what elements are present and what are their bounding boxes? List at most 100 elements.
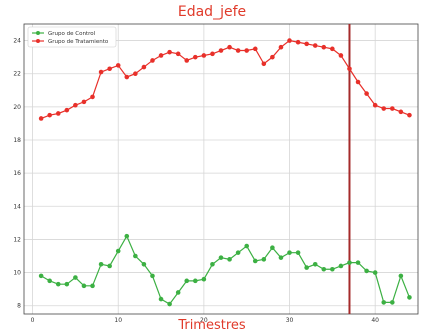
legend-label-1: Grupo de Control — [48, 31, 96, 37]
data-point-series-1 — [98, 261, 104, 267]
data-point-series-2 — [193, 54, 198, 60]
data-point-series-2 — [287, 38, 292, 43]
data-point-series-2 — [55, 111, 61, 116]
legend-label-2: Grupo de Tratamiento — [48, 39, 109, 45]
data-point-series-2 — [304, 41, 309, 47]
y-tick-label: 8 — [17, 303, 21, 310]
data-point-series-1 — [355, 260, 361, 265]
data-point-series-1 — [115, 248, 121, 254]
data-point-series-1 — [278, 255, 284, 260]
data-point-series-1 — [304, 265, 309, 270]
data-point-series-1 — [364, 268, 369, 274]
data-point-series-1 — [398, 273, 404, 279]
data-point-series-2 — [210, 51, 215, 57]
data-point-series-1 — [184, 278, 190, 284]
data-point-series-2 — [330, 46, 335, 52]
data-point-series-1 — [175, 290, 181, 295]
x-tick-label: 40 — [371, 317, 379, 324]
data-point-series-2 — [381, 106, 387, 111]
y-tick-label: 18 — [13, 137, 21, 144]
x-tick-label: 0 — [31, 317, 35, 324]
data-point-series-1 — [261, 257, 267, 262]
x-tick-label: 20 — [200, 317, 208, 324]
y-tick-label: 22 — [13, 71, 21, 78]
data-point-series-2 — [124, 74, 130, 80]
data-point-series-2 — [167, 49, 172, 55]
data-point-series-2 — [201, 53, 207, 58]
data-point-series-2 — [133, 71, 138, 77]
plot-frame — [23, 23, 419, 315]
y-tick-label: 14 — [13, 203, 21, 210]
data-point-series-2 — [98, 69, 104, 75]
data-point-series-2 — [38, 116, 44, 121]
data-point-series-1 — [347, 260, 352, 265]
data-point-series-2 — [64, 107, 70, 113]
data-point-series-1 — [193, 278, 198, 284]
legend-marker-2 — [36, 39, 40, 43]
data-point-series-2 — [115, 63, 121, 68]
data-point-series-1 — [252, 258, 258, 264]
y-tick-label: 16 — [13, 170, 21, 177]
data-point-series-2 — [270, 54, 275, 60]
data-point-series-2 — [321, 44, 327, 50]
data-point-series-2 — [312, 43, 318, 48]
data-point-series-1 — [150, 273, 155, 279]
data-point-series-2 — [244, 48, 249, 53]
data-point-series-1 — [73, 275, 78, 280]
data-point-series-1 — [38, 273, 44, 279]
data-point-series-2 — [261, 61, 267, 67]
data-point-series-1 — [381, 300, 387, 305]
y-tick-label: 20 — [13, 104, 21, 111]
data-point-series-1 — [81, 283, 87, 289]
data-point-series-2 — [47, 112, 52, 118]
data-point-series-1 — [372, 270, 378, 275]
data-point-series-2 — [81, 99, 87, 105]
data-point-series-2 — [235, 48, 241, 53]
data-point-series-2 — [150, 58, 155, 63]
data-point-series-2 — [347, 66, 352, 72]
x-tick-label: 30 — [286, 317, 294, 324]
data-point-series-1 — [90, 283, 95, 289]
data-point-series-1 — [141, 261, 147, 267]
data-point-series-2 — [278, 44, 284, 50]
data-point-series-2 — [218, 48, 224, 53]
data-point-series-1 — [201, 276, 207, 282]
data-point-series-1 — [133, 253, 138, 259]
data-point-series-2 — [338, 53, 344, 58]
data-point-series-2 — [295, 39, 301, 45]
data-point-series-2 — [107, 66, 112, 72]
data-point-series-1 — [338, 263, 344, 269]
data-point-series-1 — [295, 250, 301, 255]
data-point-series-2 — [390, 106, 395, 111]
data-point-series-2 — [407, 112, 412, 118]
data-point-series-2 — [175, 51, 181, 57]
legend-box — [27, 26, 117, 48]
data-point-series-2 — [184, 58, 190, 63]
data-point-series-1 — [158, 296, 164, 302]
data-point-series-1 — [330, 266, 335, 272]
data-point-series-1 — [64, 281, 70, 287]
x-tick-label: 10 — [114, 317, 122, 324]
data-point-series-2 — [141, 64, 147, 70]
data-point-series-1 — [107, 263, 112, 269]
data-point-series-1 — [210, 261, 215, 267]
data-point-series-2 — [398, 109, 404, 115]
data-point-series-2 — [355, 79, 361, 85]
data-point-series-1 — [227, 257, 232, 262]
data-point-series-1 — [312, 261, 318, 267]
legend-marker-1 — [36, 31, 40, 35]
chart-title: Edad_jefe — [177, 4, 247, 20]
data-point-series-2 — [372, 102, 378, 108]
data-point-series-1 — [167, 301, 172, 307]
data-point-series-1 — [270, 245, 275, 251]
y-tick-label: 12 — [13, 236, 21, 243]
data-point-series-1 — [390, 300, 395, 305]
data-point-series-2 — [364, 91, 369, 96]
data-point-series-1 — [407, 295, 412, 300]
series-line-1 — [40, 234, 410, 305]
data-point-series-2 — [252, 46, 258, 52]
data-point-series-1 — [55, 281, 61, 287]
data-point-series-2 — [227, 44, 232, 50]
